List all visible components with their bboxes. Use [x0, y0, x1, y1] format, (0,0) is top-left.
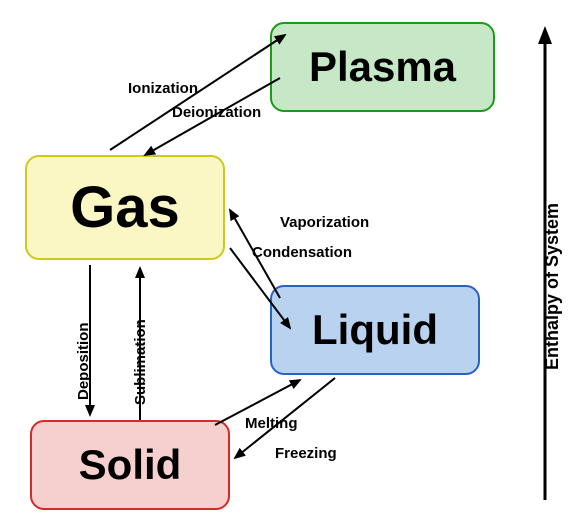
node-solid-label: Solid	[79, 444, 182, 486]
edge-label-melting: Melting	[245, 415, 298, 432]
node-plasma-label: Plasma	[309, 46, 456, 88]
edge-label-deionization: Deionization	[172, 104, 261, 121]
node-gas-label: Gas	[70, 179, 180, 237]
edge-label-condensation: Condensation	[252, 244, 352, 261]
enthalpy-axis-label: Enthalpy of System	[542, 203, 563, 370]
edge-label-vaporization: Vaporization	[280, 214, 369, 231]
node-liquid-label: Liquid	[312, 309, 438, 351]
edge-label-freezing: Freezing	[275, 445, 337, 462]
edge-label-ionization: Ionization	[128, 80, 198, 97]
node-solid: Solid	[30, 420, 230, 510]
node-plasma: Plasma	[270, 22, 495, 112]
node-gas: Gas	[25, 155, 225, 260]
phase-diagram: Plasma Gas Liquid Solid Ionization Deioni…	[0, 0, 585, 522]
edge-label-deposition: Deposition	[75, 323, 92, 401]
edge-label-sublimation: Sublimation	[132, 319, 149, 405]
node-liquid: Liquid	[270, 285, 480, 375]
